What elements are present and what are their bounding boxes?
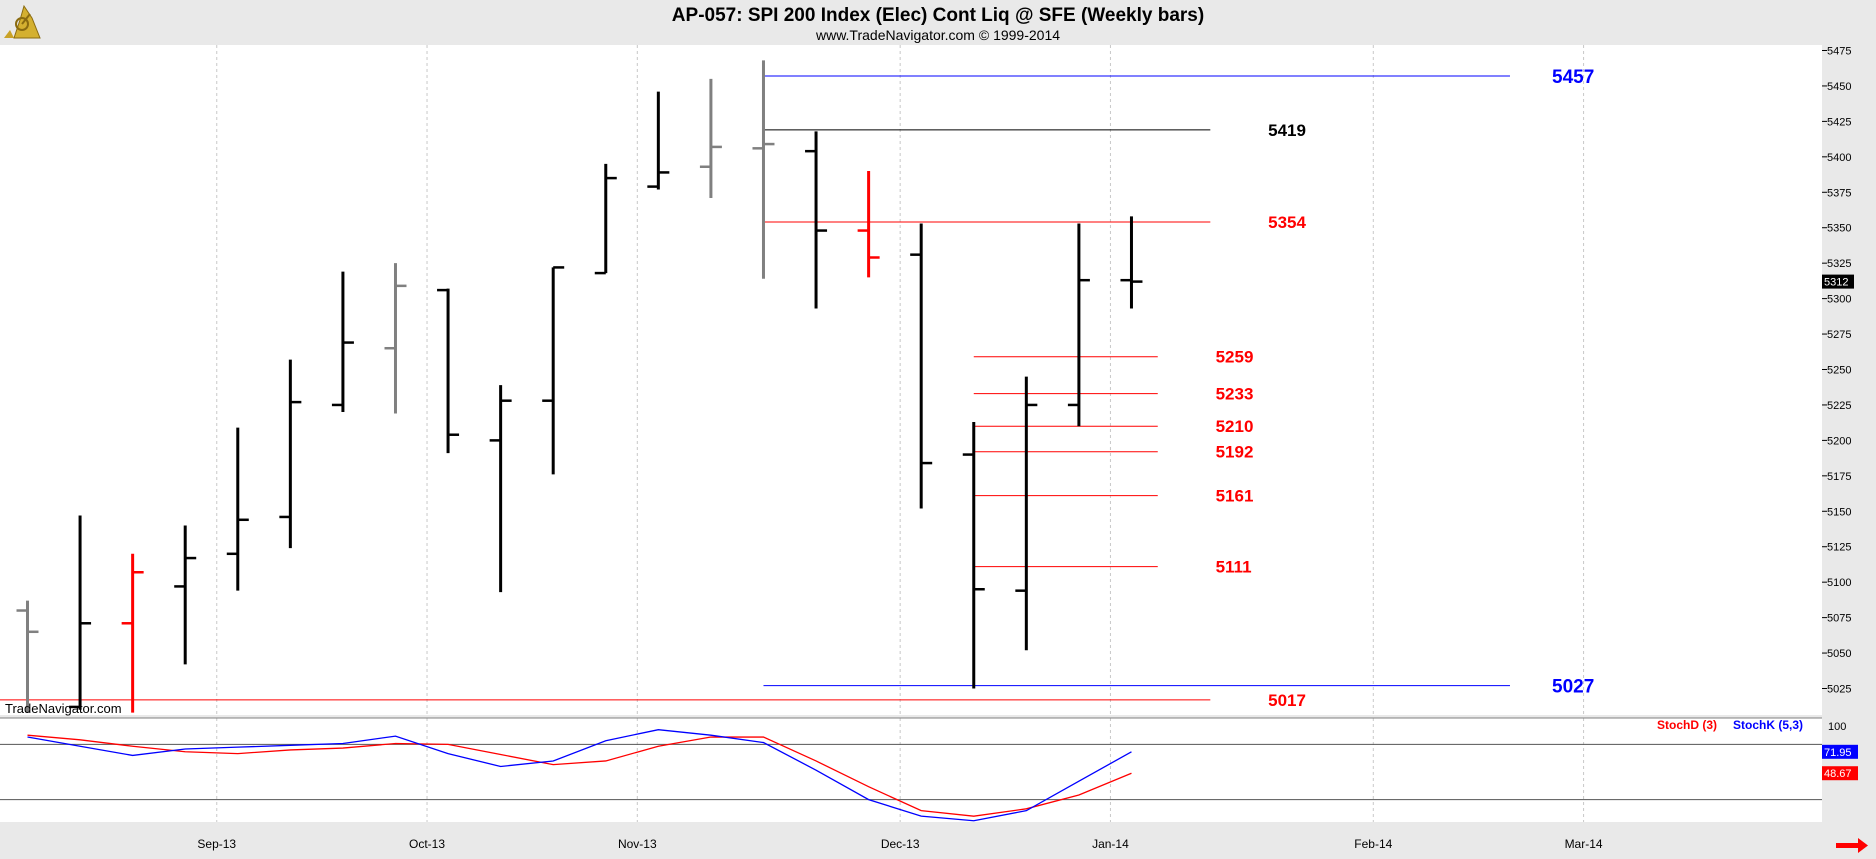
y-tick-label: 5225	[1827, 400, 1851, 412]
level-label: 5354	[1268, 213, 1306, 232]
level-label: 5233	[1216, 385, 1254, 404]
level-label: 5210	[1216, 417, 1254, 436]
y-tick-label: 5300	[1827, 294, 1851, 306]
chart-title: AP-057: SPI 200 Index (Elec) Cont Liq @ …	[672, 5, 1204, 26]
y-tick-label: 5200	[1827, 435, 1851, 447]
stoch-series-line	[27, 729, 1132, 822]
y-tick-label: 5025	[1827, 684, 1851, 696]
y-tick-label: 5125	[1827, 542, 1851, 554]
y-tick-label: 5075	[1827, 613, 1851, 625]
x-tick-label: Jan-14	[1092, 837, 1129, 851]
scroll-right-arrow-icon[interactable]	[1836, 838, 1868, 853]
y-tick-label: 5475	[1827, 46, 1851, 58]
x-tick-label: Nov-13	[618, 837, 657, 851]
last-price-label: 5312	[1824, 277, 1848, 289]
y-tick-label: 5325	[1827, 258, 1851, 270]
y-tick-label: 5100	[1827, 577, 1851, 589]
x-tick-label: Sep-13	[197, 837, 236, 851]
trade-navigator-logo-icon	[4, 4, 41, 39]
level-label: 5419	[1268, 121, 1306, 140]
y-tick-label: 5275	[1827, 329, 1851, 341]
x-tick-label: Mar-14	[1565, 837, 1603, 851]
level-label: 5192	[1216, 443, 1254, 462]
level-label: 5111	[1216, 558, 1252, 577]
watermark-text: TradeNavigator.com	[5, 701, 122, 716]
level-label: 5017	[1268, 691, 1306, 710]
y-tick-label: 5450	[1827, 81, 1851, 93]
stoch-series-line	[27, 734, 1132, 817]
y-tick-label: 5050	[1827, 648, 1851, 660]
price-panel-background	[0, 45, 1822, 715]
x-tick-label: Dec-13	[881, 837, 920, 851]
last-price-tag	[1822, 274, 1854, 289]
y-tick-label: 5425	[1827, 116, 1851, 128]
stochastic-panel-background	[0, 718, 1822, 822]
chart-subtitle: www.TradeNavigator.com © 1999-2014	[815, 27, 1060, 43]
stoch-last-value-label: 71.95	[1824, 747, 1852, 759]
y-tick-label: 5350	[1827, 223, 1851, 235]
stoch-y-tick-label: 100	[1828, 721, 1846, 733]
level-label: 5259	[1216, 348, 1254, 367]
stoch-last-value-tag	[1822, 766, 1858, 781]
level-label: 5457	[1552, 67, 1594, 88]
level-label: 5027	[1552, 677, 1594, 698]
y-tick-label: 5175	[1827, 471, 1851, 483]
x-tick-label: Oct-13	[409, 837, 445, 851]
stoch-last-value-tag	[1822, 744, 1858, 759]
y-tick-label: 5400	[1827, 152, 1851, 164]
legend-stochd: StochD (3)	[1657, 718, 1717, 732]
stoch-last-value-label: 48.67	[1824, 768, 1852, 780]
y-tick-label: 5250	[1827, 365, 1851, 377]
y-tick-label: 5150	[1827, 506, 1851, 518]
legend-stochk: StochK (5,3)	[1733, 718, 1803, 732]
level-label: 5161	[1216, 487, 1254, 506]
y-tick-label: 5375	[1827, 187, 1851, 199]
x-tick-label: Feb-14	[1354, 837, 1392, 851]
